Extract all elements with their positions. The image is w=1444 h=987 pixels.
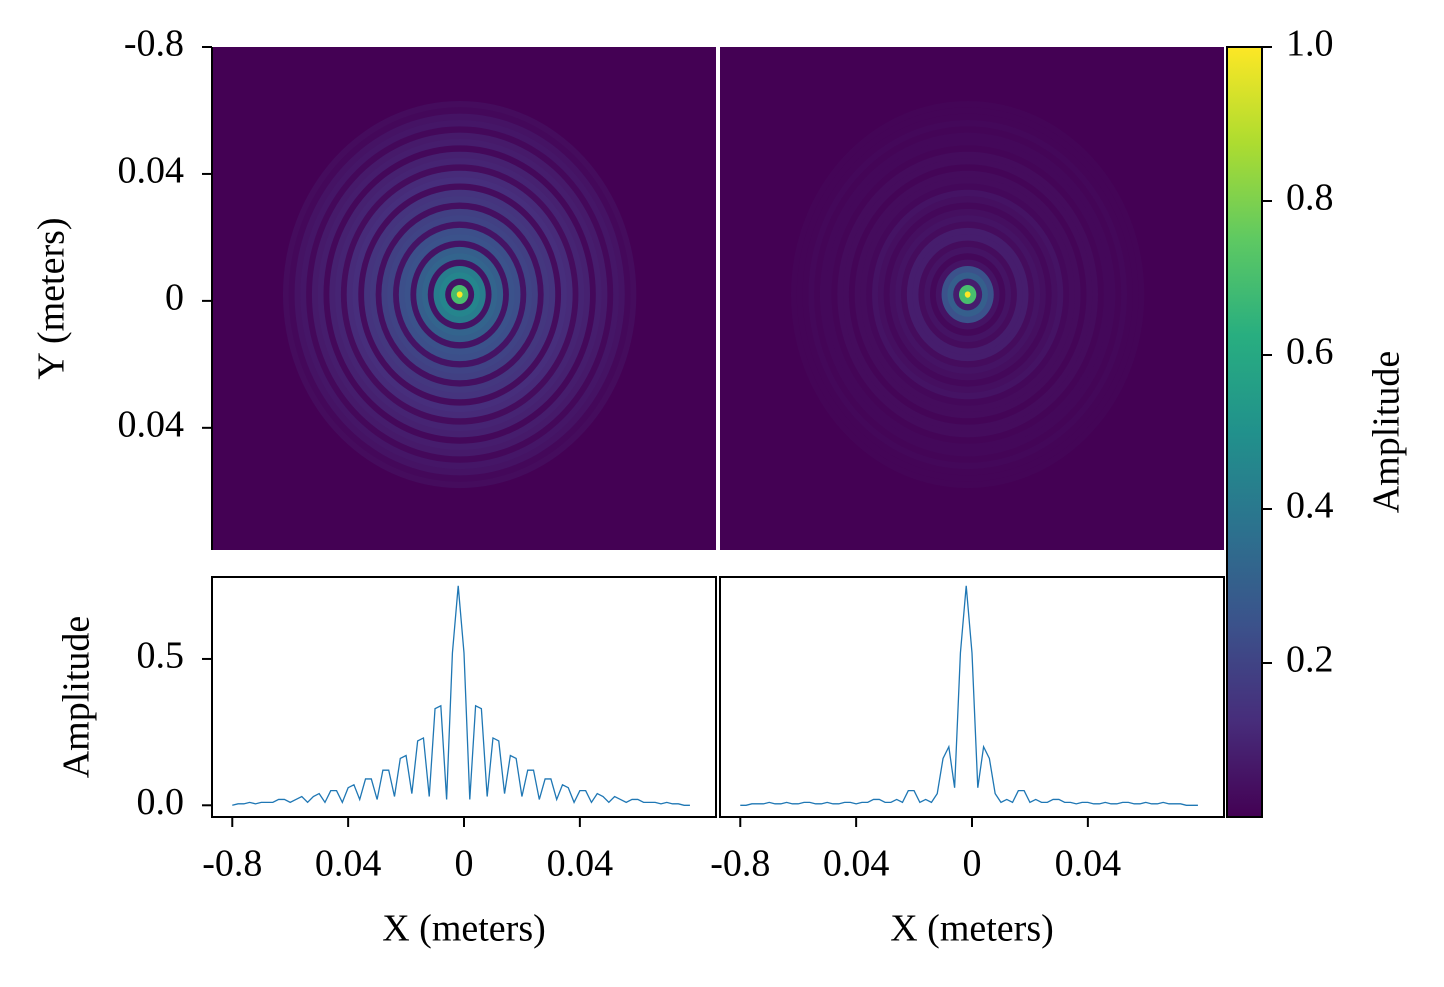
heatmap-ring — [456, 291, 463, 298]
x-tick-label: 0.04 — [1055, 843, 1122, 885]
colorbar-tick-label: 0.6 — [1286, 331, 1334, 373]
colorbar-tick-label: 1.0 — [1286, 23, 1334, 65]
line-series — [740, 585, 1198, 806]
y-tick-label: 0.04 — [118, 150, 185, 192]
x-axis-label: X (meters) — [890, 908, 1054, 950]
x-tick-label: 0.04 — [315, 843, 382, 885]
y-axis-label: Amplitude — [56, 616, 98, 779]
y-tick-label: 0 — [165, 277, 184, 319]
line-series — [232, 585, 690, 806]
x-tick-label: -0.8 — [710, 843, 770, 885]
x-tick-label: 0 — [455, 843, 474, 885]
x-tick-label: 0 — [963, 843, 982, 885]
colorbar — [1226, 46, 1263, 818]
x-tick-label: -0.8 — [202, 843, 262, 885]
heatmap-ring — [964, 291, 971, 298]
colorbar-tick-label: 0.8 — [1286, 177, 1334, 219]
x-axis-label: X (meters) — [382, 908, 546, 950]
colorbar-tick-label: 0.2 — [1286, 639, 1334, 681]
y-tick-label: 0.04 — [118, 404, 185, 446]
plot-frame — [211, 576, 717, 818]
heatmap — [720, 47, 1224, 550]
y-tick-label: 0.5 — [137, 635, 185, 677]
x-tick-label: 0.04 — [823, 843, 890, 885]
y-axis-label: Y (meters) — [31, 217, 73, 379]
colorbar-label: Amplitude — [1366, 351, 1408, 514]
plot-frame — [719, 576, 1225, 818]
x-tick-label: 0.04 — [547, 843, 614, 885]
y-tick-label: -0.8 — [124, 23, 184, 65]
heatmap — [212, 47, 716, 550]
colorbar-tick-label: 0.4 — [1286, 485, 1334, 527]
y-tick-label: 0.0 — [137, 781, 185, 823]
